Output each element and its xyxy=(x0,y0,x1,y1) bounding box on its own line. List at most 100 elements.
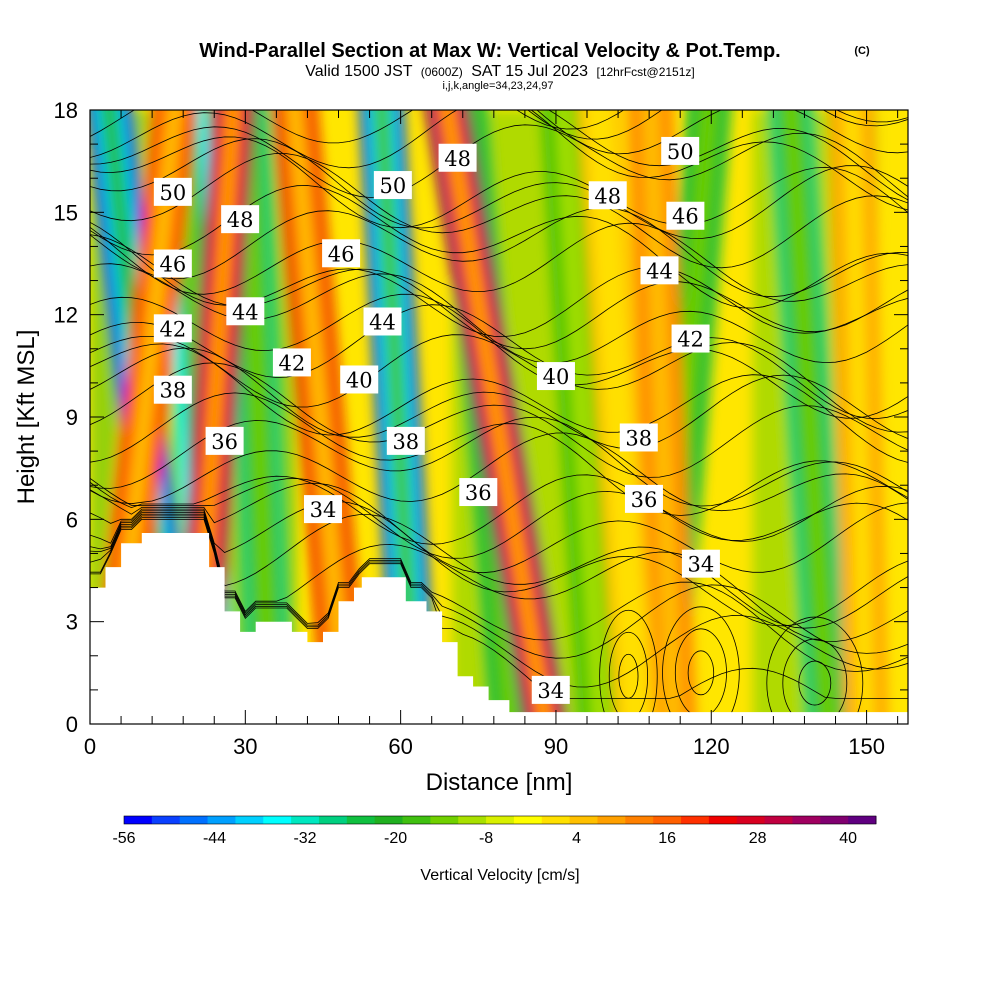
contour-label-text: 40 xyxy=(543,365,570,389)
contour-label-box xyxy=(459,478,498,507)
colorbar-swatch xyxy=(486,816,515,824)
colorbar-tick-label: 4 xyxy=(572,830,581,847)
colorbar-swatch xyxy=(235,816,264,824)
contour-label-4: 48 xyxy=(588,181,627,210)
updraft-band-5-layer-2 xyxy=(593,110,643,724)
contour-label-25: 34 xyxy=(531,675,570,704)
contour-label-box xyxy=(588,181,627,210)
theta-contour-8 xyxy=(90,477,908,559)
contour-labels: 50 48 50 48 48 50 46 46 46 44 44 44 42 42 42 40 40 38 38 38… xyxy=(153,136,720,704)
colorbar-swatch xyxy=(151,816,181,824)
theta-contour-30 xyxy=(90,110,908,211)
contour-label-7: 46 xyxy=(322,239,361,268)
colorbar-title: Vertical Velocity [cm/s] xyxy=(420,867,579,884)
theta-contour-2 xyxy=(90,515,908,659)
chart-subtitle: Valid 1500 JST (0600Z) SAT 15 Jul 2023 [… xyxy=(305,63,694,80)
contour-label-text: 44 xyxy=(646,259,673,283)
contour-label-box xyxy=(624,484,663,513)
theta-contour-29 xyxy=(90,110,908,201)
colorbar-swatch xyxy=(792,816,821,824)
colorbar-swatch xyxy=(318,816,348,824)
contour-label-text: 34 xyxy=(537,679,564,703)
contour-label-text: 36 xyxy=(211,430,238,454)
updraft-band-3-layer-2 xyxy=(441,110,552,724)
contour-label-text: 38 xyxy=(159,379,186,403)
contour-label-box xyxy=(153,249,192,278)
contour-label-8: 46 xyxy=(666,201,705,230)
downdraft-band-5-layer-2 xyxy=(556,110,607,724)
contour-label-3: 48 xyxy=(438,143,477,172)
contour-label-13: 42 xyxy=(272,348,311,377)
contour-label-box xyxy=(661,136,700,165)
contour-label-20: 36 xyxy=(205,426,244,455)
contour-label-box xyxy=(153,375,192,404)
x-tick-label: 120 xyxy=(693,734,730,759)
theta-contour-26 xyxy=(90,138,908,240)
contour-label-16: 40 xyxy=(536,362,575,391)
contour-label-22: 36 xyxy=(624,484,663,513)
x-tick-label: 90 xyxy=(544,734,568,759)
contour-label-box xyxy=(226,297,265,326)
contour-label-1: 48 xyxy=(221,205,260,234)
contour-label-14: 42 xyxy=(671,324,710,353)
theta-contour-3 xyxy=(90,513,908,672)
contour-label-box xyxy=(303,495,342,524)
theta-contour-27 xyxy=(90,136,908,229)
contour-label-21: 36 xyxy=(459,478,498,507)
subtitle-valid: Valid 1500 JST xyxy=(305,63,413,80)
contour-label-box xyxy=(531,675,570,704)
colorbar-swatch xyxy=(291,816,320,824)
colorbar-swatch xyxy=(124,816,153,824)
contour-label-text: 46 xyxy=(672,205,699,229)
contour-label-text: 36 xyxy=(465,481,492,505)
contour-label-box xyxy=(640,256,679,285)
x-tick-label: 0 xyxy=(84,734,96,759)
colorbar-swatch xyxy=(458,816,487,824)
low-contour-2-2 xyxy=(782,638,848,724)
colorbar-swatch xyxy=(179,816,209,824)
contour-label-6: 46 xyxy=(153,249,192,278)
downdraft-band-3-layer-2 xyxy=(375,110,421,724)
contour-label-text: 50 xyxy=(159,181,186,205)
theta-contour-18 xyxy=(90,293,908,419)
contour-label-19: 38 xyxy=(619,423,658,452)
colorbar-swatch xyxy=(513,816,543,824)
low-contour-1-1 xyxy=(618,653,639,699)
contour-label-18: 38 xyxy=(386,426,425,455)
theta-contour-28 xyxy=(90,124,908,198)
subtitle-date: SAT 15 Jul 2023 xyxy=(471,63,588,80)
contour-label-box xyxy=(671,324,710,353)
colorbar-swatch xyxy=(207,816,236,824)
colorbar-swatch xyxy=(708,816,738,824)
low-contour-2-1 xyxy=(798,660,832,706)
x-axis: 0 30 60 90 120 150 xyxy=(84,110,899,759)
contour-label-5: 50 xyxy=(661,136,700,165)
colorbar-tick-label: 40 xyxy=(839,830,857,847)
theta-contour-15 xyxy=(90,343,908,463)
colorbar-swatch xyxy=(597,816,626,824)
contour-label-box xyxy=(322,239,361,268)
y-tick-label: 18 xyxy=(54,98,78,123)
contour-label-box xyxy=(536,362,575,391)
contour-label-box xyxy=(619,423,658,452)
contour-label-text: 46 xyxy=(328,242,355,266)
contour-label-box xyxy=(340,365,379,394)
contour-label-text: 36 xyxy=(631,488,658,512)
contour-label-text: 48 xyxy=(444,147,471,171)
colorbar-swatch xyxy=(653,816,682,824)
colorbar-swatch xyxy=(569,816,598,824)
contour-label-11: 44 xyxy=(640,256,679,285)
subtitle-forecast: [12hrFcst@2151z] xyxy=(597,65,695,79)
theta-contour-22 xyxy=(90,222,908,302)
contour-label-17: 38 xyxy=(153,375,192,404)
contour-label-box xyxy=(205,426,244,455)
theta-contour-16 xyxy=(90,334,908,433)
x-tick-label: 60 xyxy=(388,734,412,759)
colorbar-frame xyxy=(123,815,877,825)
contour-label-0: 50 xyxy=(153,177,192,206)
contour-label-text: 48 xyxy=(594,184,621,208)
colorbar-tick-label: -32 xyxy=(293,830,316,847)
contour-label-text: 50 xyxy=(379,174,406,198)
colorbar-tick-label: 16 xyxy=(658,830,676,847)
